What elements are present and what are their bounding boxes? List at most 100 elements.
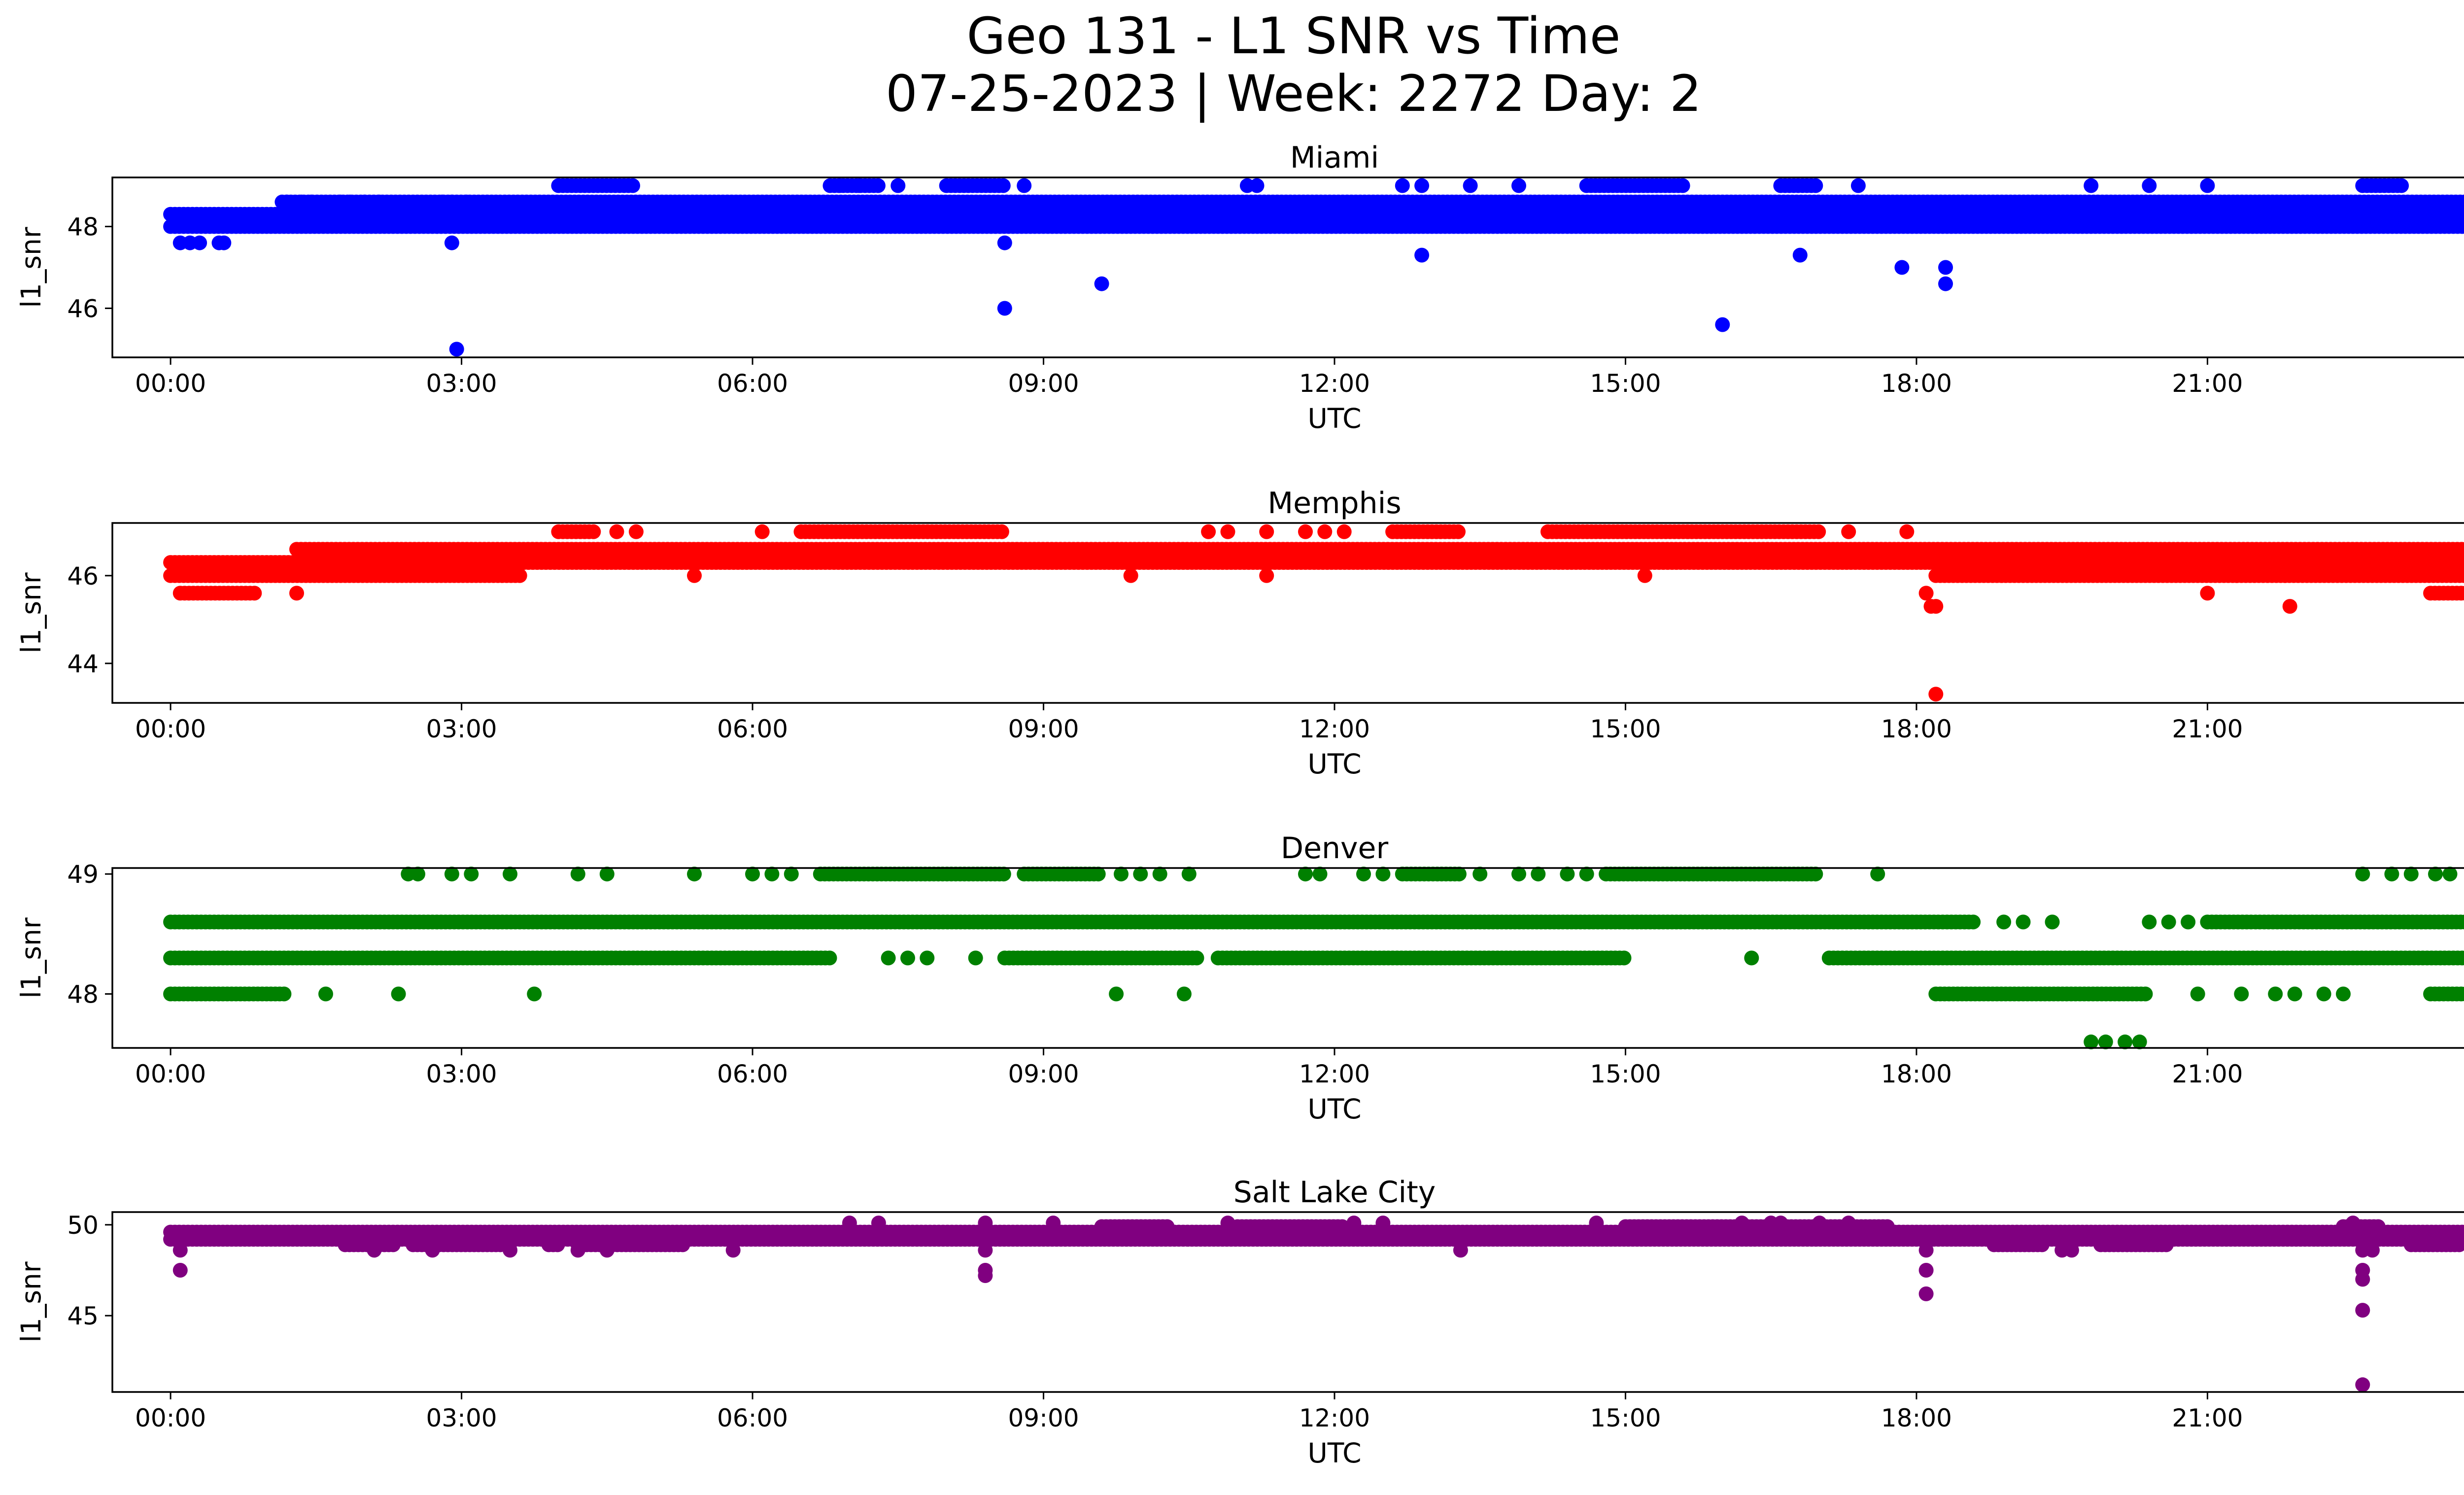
data-point xyxy=(2463,545,2464,554)
x-tick-label: 18:00 xyxy=(1881,715,1952,743)
data-point xyxy=(1114,867,1129,882)
x-tick-label: 03:00 xyxy=(426,1060,497,1088)
data-point xyxy=(2428,867,2443,882)
data-point xyxy=(1850,178,1866,193)
data-point xyxy=(512,568,527,583)
data-point xyxy=(1616,950,1632,966)
data-point xyxy=(890,178,906,193)
data-point xyxy=(625,178,640,193)
data-point xyxy=(2462,917,2464,927)
data-point xyxy=(357,194,372,209)
data-point xyxy=(832,178,848,193)
x-tick-label: 15:00 xyxy=(1590,1060,1661,1088)
subplot-title: Miami xyxy=(1290,140,1379,175)
scatter-points xyxy=(163,1216,2464,1392)
data-point xyxy=(444,867,459,882)
x-tick-label: 03:00 xyxy=(426,369,497,398)
data-point xyxy=(2229,568,2244,583)
data-point xyxy=(2442,867,2458,882)
data-point xyxy=(997,235,1012,250)
y-tick-label: 46 xyxy=(67,294,99,323)
data-point xyxy=(1560,867,1575,882)
data-point xyxy=(1451,867,1467,882)
data-point xyxy=(745,867,760,882)
data-point xyxy=(464,867,479,882)
data-point xyxy=(276,986,292,1002)
data-point xyxy=(2458,914,2464,930)
data-point xyxy=(2268,986,2283,1002)
data-point xyxy=(2132,1034,2147,1049)
data-point xyxy=(1808,867,1823,882)
data-point xyxy=(1123,568,1138,583)
data-point xyxy=(1312,867,1328,882)
data-point xyxy=(628,524,644,539)
data-point xyxy=(1996,914,2012,930)
data-point xyxy=(1220,524,1235,539)
data-point xyxy=(687,568,702,583)
data-point xyxy=(2181,914,2196,930)
data-point xyxy=(304,194,319,209)
data-point xyxy=(2457,194,2464,209)
data-point xyxy=(342,194,358,209)
data-point xyxy=(1928,687,1944,702)
data-point xyxy=(1894,260,1910,275)
data-point xyxy=(2462,589,2464,598)
x-tick-label: 00:00 xyxy=(2463,1060,2464,1088)
data-point xyxy=(1091,867,1106,882)
data-point xyxy=(599,867,615,882)
data-point xyxy=(2458,986,2464,1002)
data-point xyxy=(881,950,896,966)
data-point xyxy=(2142,178,2157,193)
data-point xyxy=(1792,247,1808,263)
data-point xyxy=(2459,555,2464,570)
data-point xyxy=(1841,524,1856,539)
data-point xyxy=(1938,260,1953,275)
y-tick-label: 48 xyxy=(67,980,99,1009)
data-point xyxy=(1259,568,1274,583)
data-point xyxy=(2282,599,2297,614)
data-point xyxy=(1918,586,1934,601)
data-point xyxy=(289,586,304,601)
data-point xyxy=(449,342,464,357)
data-point xyxy=(391,986,406,1002)
data-point xyxy=(1899,524,1915,539)
data-point xyxy=(920,950,935,966)
data-point xyxy=(2336,986,2351,1002)
data-point xyxy=(2461,569,2464,582)
data-point xyxy=(2459,219,2464,234)
data-point xyxy=(1715,317,1730,332)
x-tick-label: 12:00 xyxy=(1299,1060,1370,1088)
data-point xyxy=(1189,950,1204,966)
data-point xyxy=(1531,867,1546,882)
data-point xyxy=(1511,178,1526,193)
data-point xyxy=(503,867,517,882)
data-point xyxy=(822,950,837,966)
data-point xyxy=(1017,178,1032,193)
x-tick-label: 21:00 xyxy=(2172,1060,2243,1088)
figure-title-line1: Geo 131 - L1 SNR vs Time xyxy=(967,7,1621,66)
data-point xyxy=(444,194,459,209)
data-point xyxy=(1094,276,1109,291)
data-point xyxy=(1414,178,1430,193)
data-point xyxy=(2190,986,2205,1002)
x-tick-label: 15:00 xyxy=(1590,369,1661,398)
data-point xyxy=(1109,986,1124,1002)
y-tick-label: 46 xyxy=(67,562,99,591)
data-point xyxy=(995,178,1011,193)
data-point xyxy=(1249,178,1265,193)
data-point xyxy=(318,986,333,1002)
scatter-points xyxy=(163,178,2464,357)
data-point xyxy=(994,524,1009,539)
data-point xyxy=(2287,986,2302,1002)
y-axis-label: l1_snr xyxy=(15,227,47,308)
data-point xyxy=(609,524,624,539)
data-point xyxy=(1870,867,1885,882)
data-point xyxy=(2316,986,2331,1002)
data-point xyxy=(444,235,459,250)
x-tick-label: 06:00 xyxy=(717,1060,788,1088)
data-point xyxy=(2234,986,2249,1002)
data-point xyxy=(2045,914,2060,930)
